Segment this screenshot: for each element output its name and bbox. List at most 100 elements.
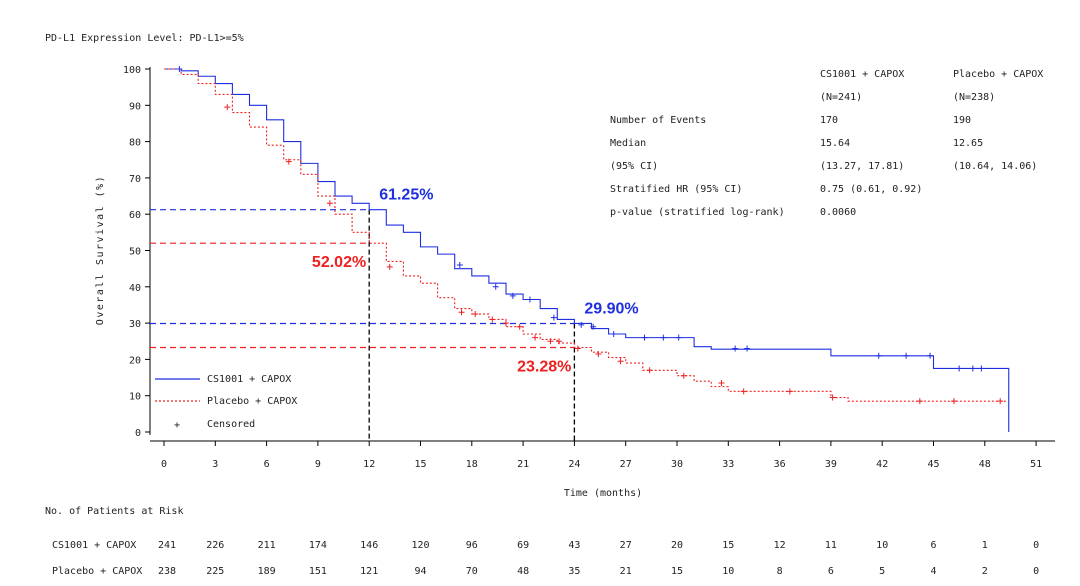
stats-head-col2-name: Placebo + CAPOX: [953, 69, 1043, 80]
legend-label-cs1001: CS1001 + CAPOX: [207, 374, 291, 385]
risk-table: CS1001 + CAPOX 241 226 211 174 146 120 96 69 43 27…: [52, 540, 1039, 577]
stats-row-label: Number of Events: [610, 115, 706, 126]
x-tick-label: 39: [825, 459, 837, 470]
censored-mark: [829, 394, 836, 401]
risk-value: 2: [982, 566, 988, 577]
y-tick-label: 90: [129, 101, 141, 112]
risk-value: 120: [411, 540, 429, 551]
stats-row-col2: (10.64, 14.06): [953, 161, 1037, 172]
stats-row-col1: 170: [820, 115, 838, 126]
risk-value: 15: [671, 566, 683, 577]
y-axis-tick-labels: 0 10 20 30 40 50 60 70 80 90 100: [123, 65, 141, 439]
statistics-table: CS1001 + CAPOX (N=241) Placebo + CAPOX (…: [610, 69, 1043, 218]
risk-value: 96: [466, 540, 478, 551]
censored-mark: [610, 330, 617, 337]
censored-mark: [509, 292, 516, 299]
risk-value: 15: [722, 540, 734, 551]
stats-row-col1: (13.27, 17.81): [820, 161, 904, 172]
risk-value: 48: [517, 566, 529, 577]
stats-row-label: p-value (stratified log-rank): [610, 207, 785, 218]
x-tick-label: 3: [212, 459, 218, 470]
risk-value: 35: [568, 566, 580, 577]
risk-value: 238: [158, 566, 176, 577]
x-tick-label: 51: [1030, 459, 1042, 470]
censored-mark: [978, 365, 985, 372]
censored-mark: [556, 338, 563, 345]
stats-row-col2: 12.65: [953, 138, 983, 149]
risk-value: 151: [309, 566, 327, 577]
censored-mark: [641, 334, 648, 341]
risk-value: 43: [568, 540, 580, 551]
censored-mark: [526, 296, 533, 303]
stats-row-col1: 0.75 (0.61, 0.92): [820, 184, 922, 195]
y-tick-label: 100: [123, 65, 141, 76]
y-tick-label: 50: [129, 247, 141, 258]
stats-row-col1: 0.0060: [820, 207, 856, 218]
y-tick-label: 10: [129, 392, 141, 403]
legend: CS1001 + CAPOX Placebo + CAPOX + Censore…: [155, 374, 297, 431]
risk-label-placebo: Placebo + CAPOX: [52, 566, 142, 577]
x-tick-label: 42: [876, 459, 888, 470]
risk-value: 8: [777, 566, 783, 577]
risk-value: 12: [774, 540, 786, 551]
x-tick-label: 48: [979, 459, 991, 470]
stats-head-col1-n: (N=241): [820, 92, 862, 103]
reference-value-label: 29.90%: [584, 300, 638, 317]
censored-mark: [578, 321, 585, 328]
x-tick-label: 0: [161, 459, 167, 470]
x-tick-label: 30: [671, 459, 683, 470]
x-tick-label: 21: [517, 459, 529, 470]
legend-label-placebo: Placebo + CAPOX: [207, 396, 297, 407]
risk-value: 27: [620, 540, 632, 551]
risk-value: 21: [620, 566, 632, 577]
stats-row-label: Median: [610, 138, 646, 149]
censored-mark: [285, 158, 292, 165]
censored-mark: [718, 379, 725, 386]
y-tick-label: 20: [129, 355, 141, 366]
risk-value: 11: [825, 540, 837, 551]
stats-row-label: (95% CI): [610, 161, 658, 172]
y-tick-label: 70: [129, 174, 141, 185]
censored-mark: [532, 334, 539, 341]
censored-mark: [472, 311, 479, 318]
censored-mark: [456, 262, 463, 269]
reference-labels: 61.25% 52.02% 29.90% 23.28%: [312, 187, 639, 376]
risk-value: 5: [879, 566, 885, 577]
curve-placebo: [164, 68, 1008, 402]
x-axis-tick-labels: 0 3 6 9 12 15 18 21 24 27 30 33 36 39 42 45 48 51: [161, 459, 1042, 470]
x-tick-label: 6: [264, 459, 270, 470]
censored-mark: [646, 367, 653, 374]
censored-mark: [224, 104, 231, 111]
censored-mark: [176, 66, 183, 72]
curve-cs1001: [164, 68, 1010, 432]
x-tick-label: 12: [363, 459, 375, 470]
risk-value: 6: [930, 540, 936, 551]
censored-mark: [503, 320, 509, 327]
y-tick-label: 80: [129, 138, 141, 149]
censored-mark: [516, 323, 523, 330]
y-tick-label: 30: [129, 319, 141, 330]
y-tick-label: 0: [135, 428, 141, 439]
censored-mark: [969, 365, 976, 372]
x-tick-label: 9: [315, 459, 321, 470]
risk-value: 189: [258, 566, 276, 577]
risk-value: 10: [876, 540, 888, 551]
x-tick-label: 27: [620, 459, 632, 470]
risk-value: 10: [722, 566, 734, 577]
risk-value: 0: [1033, 540, 1039, 551]
censored-mark: [617, 358, 624, 365]
risk-value: 226: [206, 540, 224, 551]
reference-value-label: 23.28%: [517, 358, 571, 375]
censored-mark: [660, 334, 667, 341]
stats-row-col1: 15.64: [820, 138, 850, 149]
y-axis-label: Overall Survival (%): [95, 175, 106, 325]
x-tick-label: 18: [466, 459, 478, 470]
y-tick-label: 60: [129, 210, 141, 221]
censored-mark: [386, 263, 393, 270]
censored-mark: [550, 314, 557, 321]
censored-mark: [680, 372, 687, 379]
censored-mark: [326, 200, 333, 207]
risk-value: 69: [517, 540, 529, 551]
censored-mark: [675, 334, 682, 341]
risk-value: 225: [206, 566, 224, 577]
